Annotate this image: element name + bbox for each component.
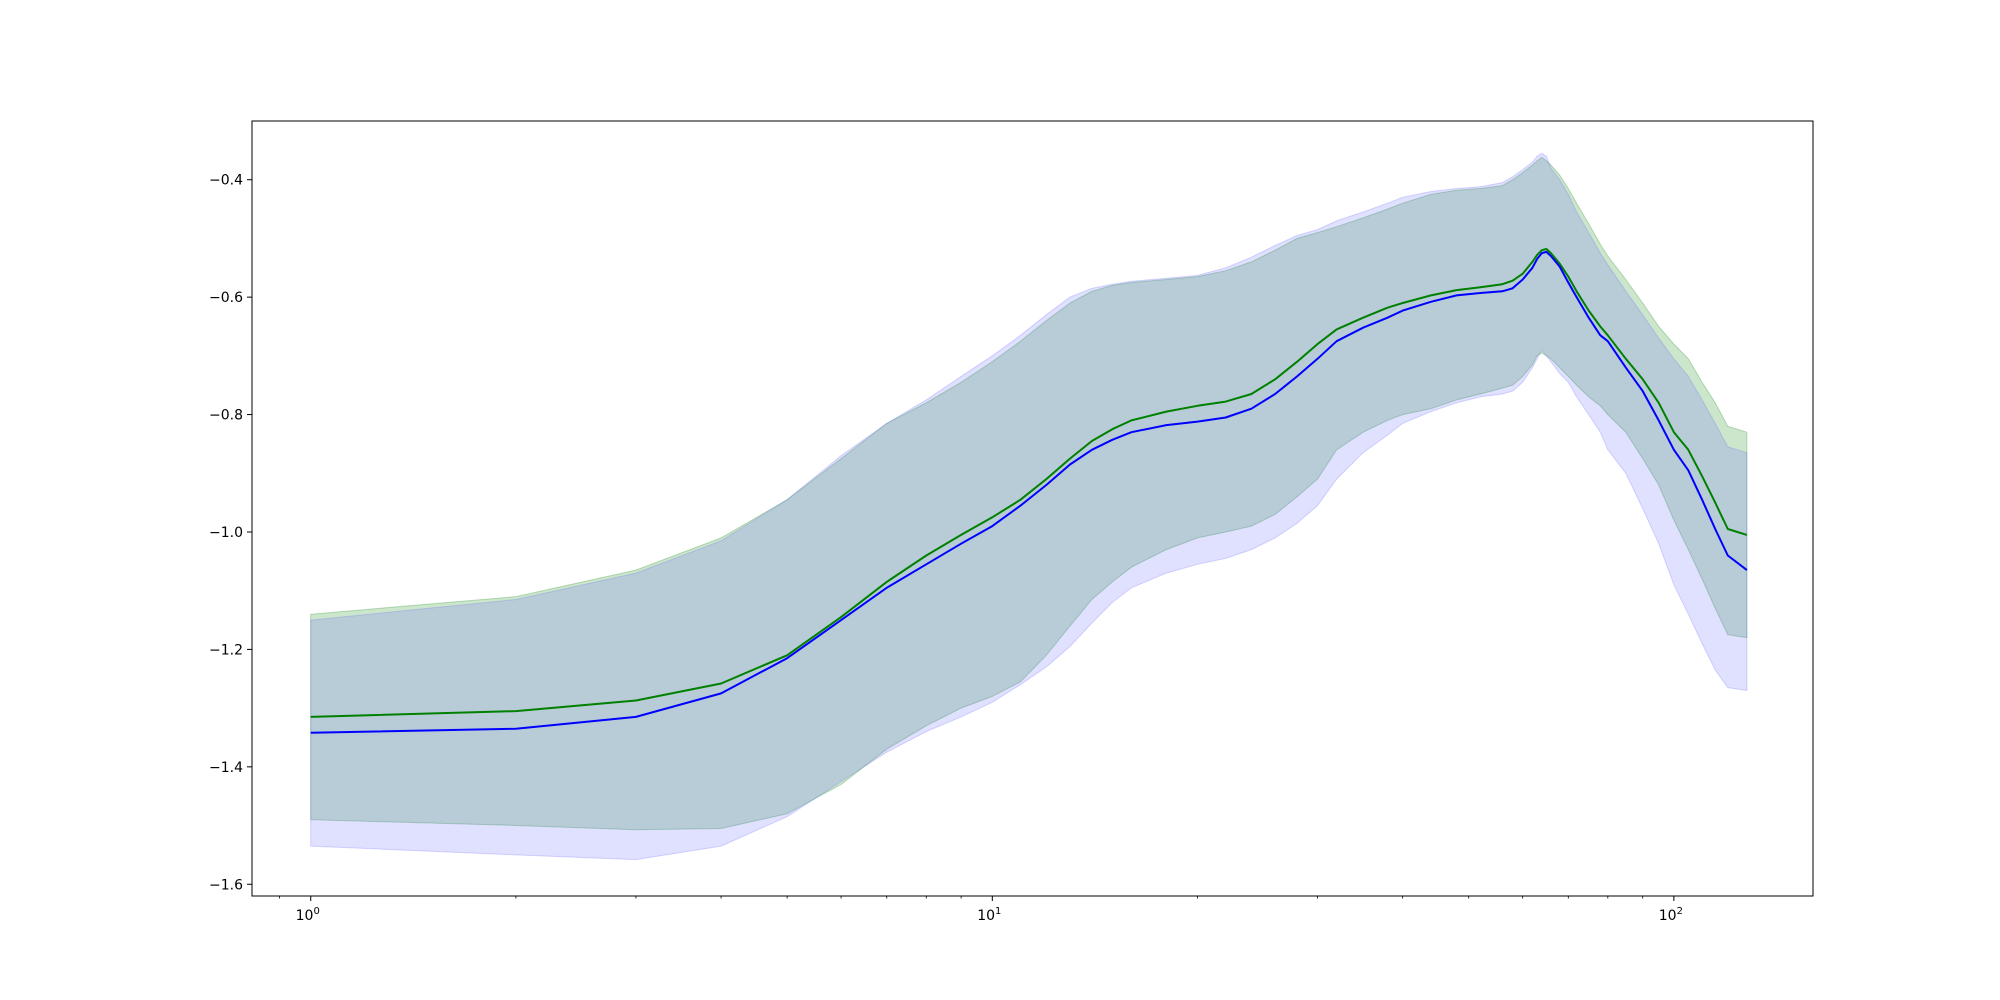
plot-frame [251, 120, 1814, 897]
line-series-1 [310, 248, 1748, 718]
y-tick-label: −0.4 [209, 173, 243, 189]
y-tick-label: −1.4 [209, 760, 243, 776]
y-tick-label: −1.0 [209, 525, 243, 541]
y-tick-label: −1.2 [209, 642, 243, 658]
x-axis: 100 101 102 [279, 896, 1683, 924]
y-axis: −1.6 −1.4 −1.2 −1.0 −0.8 −0.6 −0.4 [209, 173, 252, 893]
line-series-2 [310, 250, 1748, 734]
band-series-2 [310, 152, 1748, 861]
series-lines [310, 248, 1748, 734]
y-tick-label: −1.6 [209, 877, 243, 893]
y-tick-label: −0.8 [209, 408, 243, 424]
y-tick-label: −0.6 [209, 290, 243, 306]
